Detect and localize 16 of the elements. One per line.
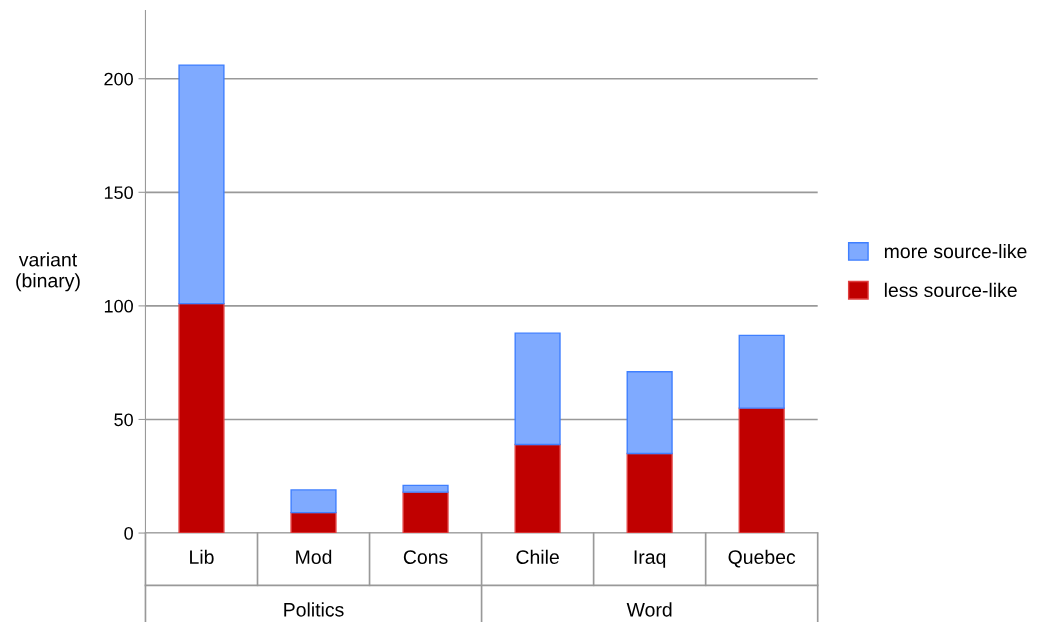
x-tick-label: Lib bbox=[190, 549, 214, 564]
legend-label: less source-like bbox=[884, 282, 1017, 298]
x-tick-label: Cons bbox=[403, 550, 448, 564]
y-tick-label: 100 bbox=[104, 299, 133, 313]
x-tick-label: Mod bbox=[296, 549, 332, 564]
text: Word bbox=[626, 602, 672, 617]
y-tick-label: 0 bbox=[124, 526, 133, 540]
legend-label: more source-like bbox=[884, 243, 1027, 259]
x-tick-label: Quebec bbox=[728, 549, 796, 568]
y-tick-label: 150 bbox=[104, 186, 133, 200]
y-axis-title: variant (binary) bbox=[16, 252, 80, 292]
x-tick-label: Chile bbox=[516, 549, 559, 564]
text: Politics bbox=[284, 602, 344, 617]
y-tick-label: 200 bbox=[104, 72, 133, 86]
y-tick-label: 50 bbox=[114, 413, 133, 427]
x-tick-label: Iraq bbox=[634, 550, 666, 568]
